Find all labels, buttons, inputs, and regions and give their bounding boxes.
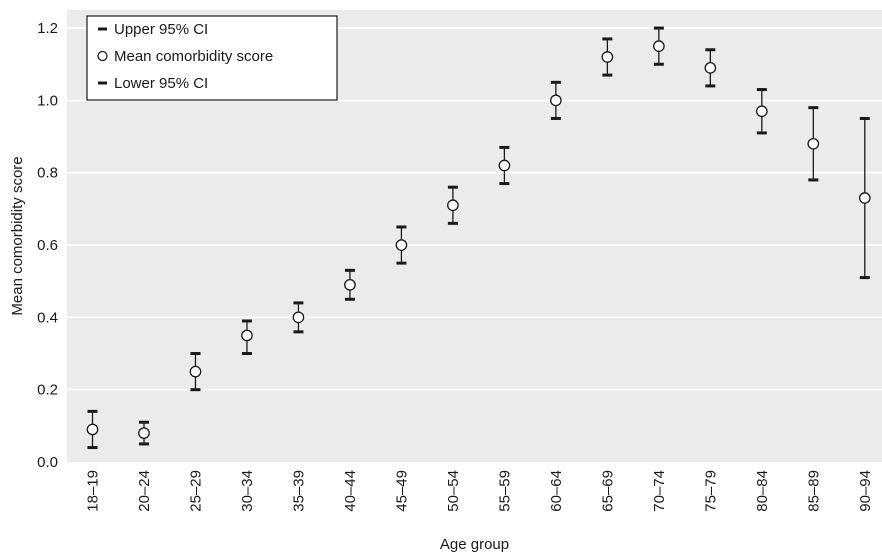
legend-circle-icon	[97, 50, 108, 62]
mean-marker	[344, 278, 356, 291]
grid-lines	[67, 27, 882, 391]
x-tick-label: 20–24	[136, 470, 153, 512]
legend-label: Upper 95% CI	[114, 21, 208, 38]
x-tick-label: 85–89	[805, 470, 822, 512]
error-bar-marks	[86, 26, 871, 450]
x-tick-label: 80–84	[754, 470, 771, 512]
x-tick-label: 25–29	[187, 470, 204, 512]
x-tick-label: 90–94	[857, 470, 874, 512]
y-tick-label: 0.4	[37, 309, 58, 326]
legend-label: Mean comorbidity score	[114, 48, 273, 65]
y-tick-label: 1.0	[37, 92, 58, 109]
mean-marker	[704, 62, 717, 74]
mean-marker	[550, 94, 562, 107]
x-tick-label: 60–64	[548, 470, 565, 512]
y-tick-labels: 0.0 0.2 0.4 0.6 0.8 1.0 1.2	[37, 20, 58, 471]
y-tick-label: 0.8	[37, 165, 58, 182]
mean-marker	[292, 311, 305, 324]
x-tick-label: 18–19	[85, 470, 102, 512]
x-tick-label: 65–69	[599, 470, 616, 512]
x-tick-label: 40–44	[342, 470, 359, 512]
mean-marker	[807, 137, 820, 150]
y-tick-label: 0.6	[37, 237, 58, 254]
legend: Upper 95% CI Mean comorbidity score Lower …	[86, 15, 338, 101]
x-tick-label: 30–34	[239, 470, 256, 512]
mean-marker	[653, 40, 665, 53]
y-axis-label: Mean comorbidity score	[9, 156, 26, 315]
legend-label: Lower 95% CI	[114, 75, 208, 92]
y-tick-label: 0.2	[37, 382, 58, 399]
mean-marker	[241, 329, 253, 342]
y-tick-label: 0.0	[37, 454, 58, 471]
mean-marker	[395, 239, 408, 251]
mean-marker	[858, 192, 871, 204]
mean-marker	[86, 423, 99, 436]
mean-marker	[189, 365, 202, 378]
mean-marker	[447, 199, 459, 212]
x-tick-label: 45–49	[393, 470, 410, 512]
mean-marker	[755, 105, 768, 118]
mean-marker	[138, 427, 150, 439]
x-tick-label: 35–39	[290, 470, 307, 512]
mean-marker	[498, 159, 511, 172]
x-tick-label: 55–59	[496, 470, 513, 512]
x-tick-labels: 18–19 20–24 25–29 30–34 35–39 40–44 45–49 50–54…	[85, 470, 874, 512]
x-axis-label: Age group	[440, 536, 509, 553]
x-tick-label: 50–54	[445, 470, 462, 512]
y-tick-label: 1.2	[37, 20, 58, 37]
legend-box	[86, 15, 338, 101]
x-tick-label: 75–79	[702, 470, 719, 512]
x-tick-label: 70–74	[651, 470, 668, 512]
mean-marker	[601, 51, 614, 63]
